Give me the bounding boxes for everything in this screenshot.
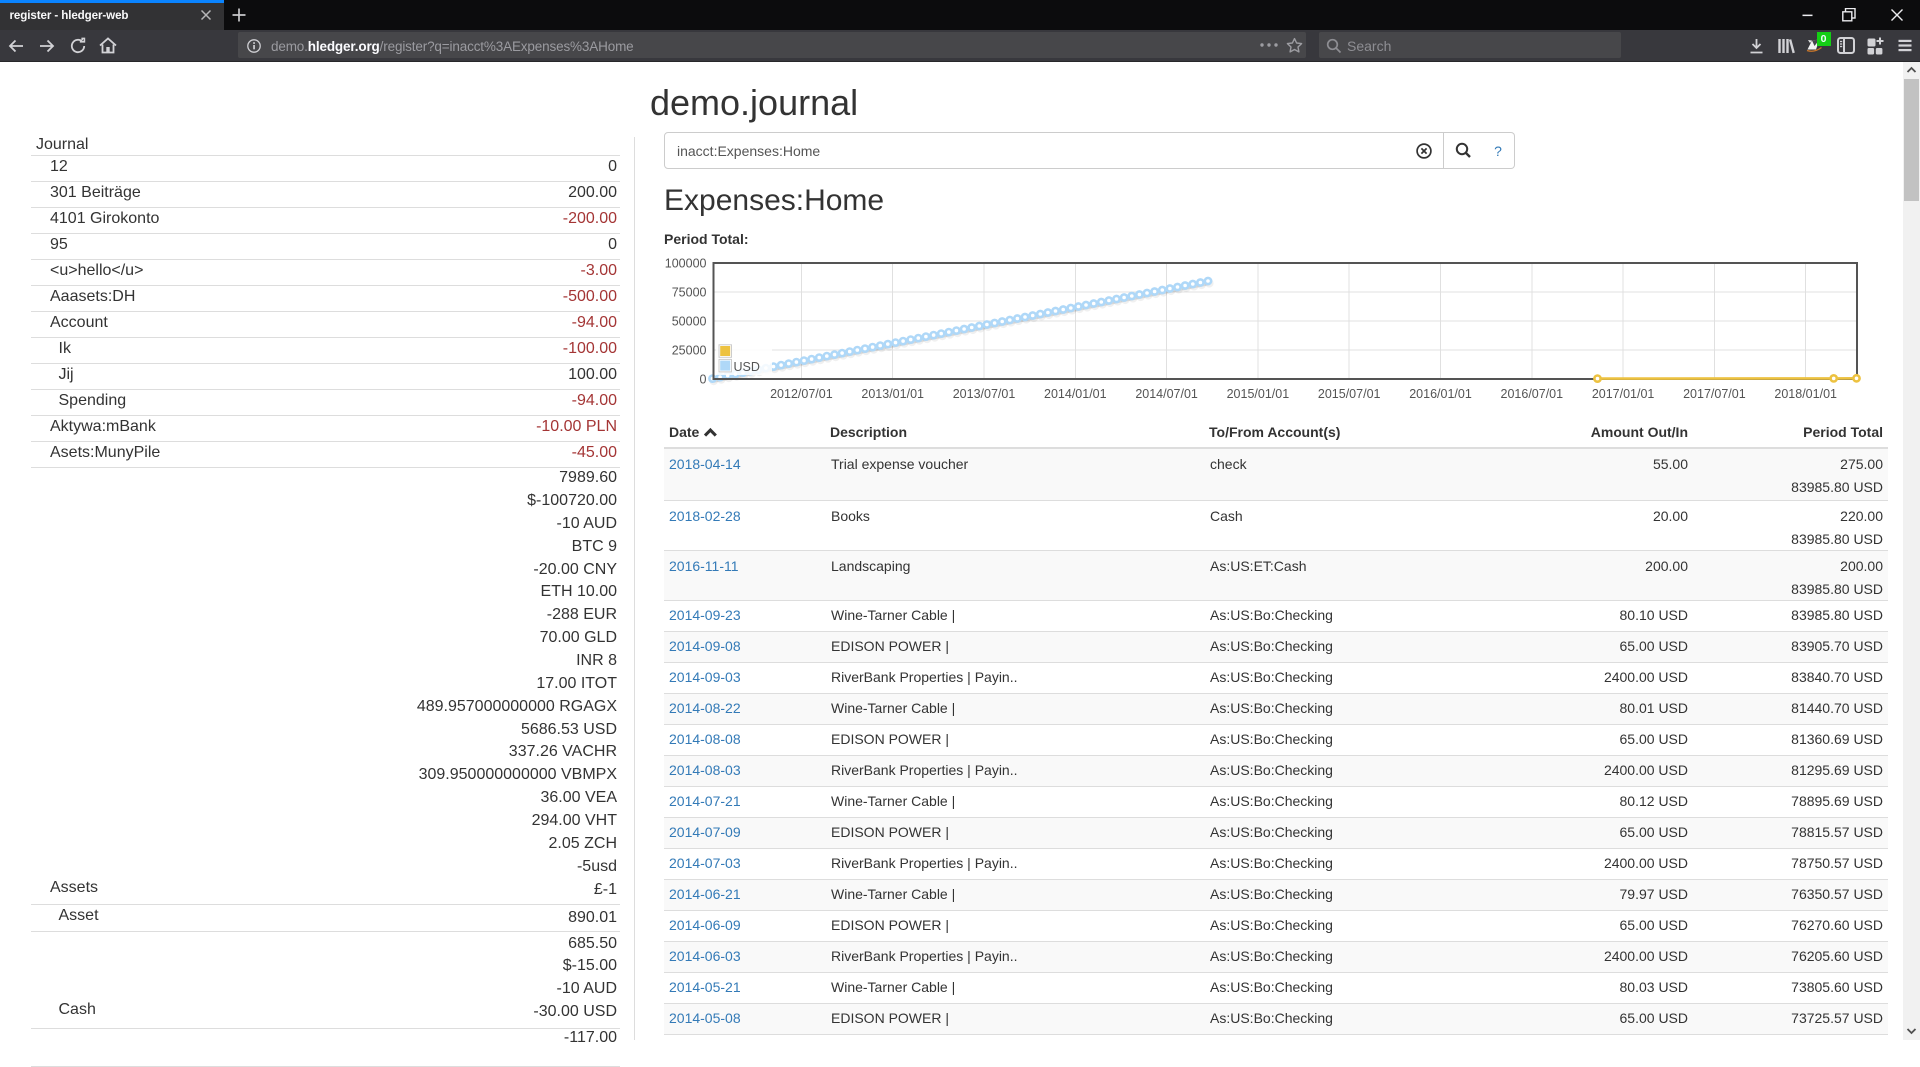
svg-text:2018/01/01: 2018/01/01 (1774, 387, 1837, 401)
svg-text:2014/07/01: 2014/07/01 (1135, 387, 1198, 401)
svg-text:2013/01/01: 2013/01/01 (861, 387, 924, 401)
svg-text:25000: 25000 (672, 344, 707, 358)
svg-text:0: 0 (700, 373, 707, 387)
svg-text:2016/01/01: 2016/01/01 (1409, 387, 1472, 401)
svg-text:2016/07/01: 2016/07/01 (1501, 387, 1564, 401)
svg-text:2015/07/01: 2015/07/01 (1318, 387, 1381, 401)
svg-text:2017/01/01: 2017/01/01 (1592, 387, 1655, 401)
svg-text:75000: 75000 (672, 286, 707, 300)
svg-text:50000: 50000 (672, 315, 707, 329)
svg-text:2012/07/01: 2012/07/01 (770, 387, 833, 401)
svg-text:2015/01/01: 2015/01/01 (1227, 387, 1290, 401)
svg-text:USD: USD (734, 360, 760, 374)
svg-text:2017/07/01: 2017/07/01 (1683, 387, 1746, 401)
svg-text:2014/01/01: 2014/01/01 (1044, 387, 1107, 401)
svg-text:2013/07/01: 2013/07/01 (953, 387, 1016, 401)
svg-text:100000: 100000 (665, 257, 707, 271)
